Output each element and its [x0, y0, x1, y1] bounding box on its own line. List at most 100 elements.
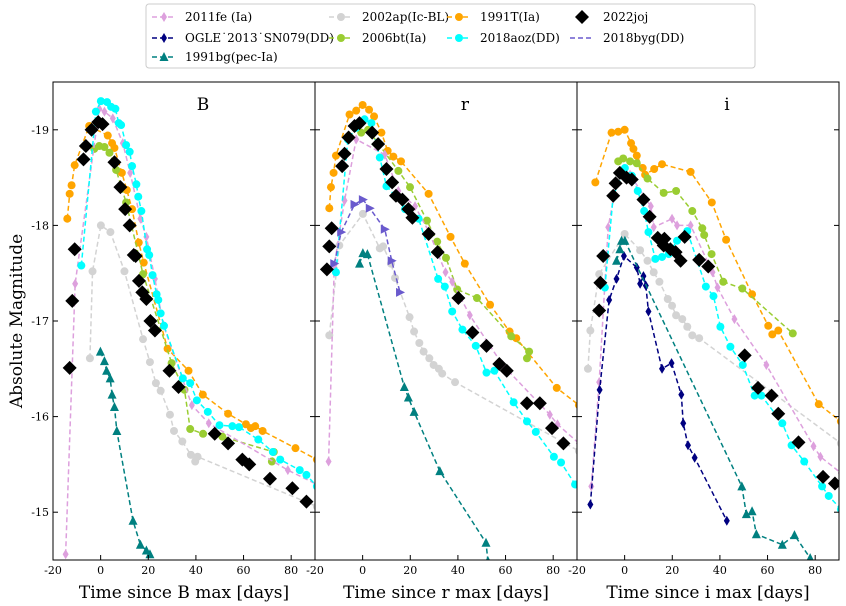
series-1991bg: [612, 235, 814, 560]
data-point-2018aoz: [122, 141, 131, 150]
data-point-1991T: [632, 151, 641, 160]
x-tick-label: 40: [189, 564, 203, 577]
panel-frame: [314, 81, 578, 561]
legend-label: 2018aoz(DD): [480, 31, 560, 45]
data-point-1991T: [110, 143, 119, 152]
data-point-2006bt: [507, 332, 516, 341]
data-point-2002ap: [85, 354, 94, 363]
data-point-1991T: [774, 326, 783, 335]
data-point-2011fe: [325, 456, 332, 467]
data-point-1991T: [352, 106, 361, 115]
series-2018aoz: [600, 164, 839, 513]
data-point-2018aoz: [235, 423, 244, 432]
data-point-OGLE: [684, 440, 691, 451]
data-point-2002ap: [672, 311, 681, 320]
data-point-2022joj: [499, 363, 514, 378]
panel-i: -20 0 20 40 60 80 i Time since i max [days]: [568, 81, 840, 603]
data-point-2011fe: [817, 451, 824, 462]
data-point-1991T: [707, 198, 716, 207]
data-point-2018byg: [380, 224, 390, 234]
data-point-2022joj: [492, 357, 507, 372]
data-point-1991T: [389, 152, 398, 161]
data-point-1991bg: [485, 555, 490, 560]
data-point-2011fe: [546, 409, 553, 420]
data-point-1991T: [424, 189, 433, 198]
data-point-2002ap: [425, 354, 434, 363]
legend-entry-2018byg: 2018byg(DD): [570, 31, 684, 45]
data-point-2022joj: [242, 457, 257, 472]
data-point-2011fe: [647, 201, 654, 212]
legend-entry-2018aoz: 2018aoz(DD): [447, 31, 560, 45]
data-point-1991T: [614, 127, 623, 136]
legend-marker: [455, 13, 463, 21]
data-point-2018aoz: [228, 422, 237, 431]
data-point-2022joj: [76, 152, 91, 167]
legend-label: 2022joj: [603, 10, 648, 24]
data-point-1991T: [65, 189, 74, 198]
data-point-OGLE: [606, 294, 613, 305]
series-2018aoz: [77, 97, 315, 490]
series-line-1991bg: [358, 252, 489, 560]
data-point-2022joj: [262, 471, 277, 486]
x-tick-label: 0: [621, 564, 628, 577]
data-point-2018aoz: [156, 309, 165, 318]
data-point-2022joj: [285, 481, 300, 496]
data-point-2002ap: [325, 331, 334, 340]
band-label: i: [724, 95, 730, 115]
data-point-2022joj: [324, 221, 339, 236]
data-point-2018aoz: [640, 207, 649, 216]
series-line-2018aoz: [80, 100, 315, 486]
data-point-2018aoz: [77, 261, 86, 270]
data-point-1991T: [251, 422, 260, 431]
data-point-2018aoz: [800, 457, 809, 466]
legend-marker: [337, 13, 345, 21]
data-point-2006bt: [643, 174, 652, 183]
data-point-2018byg: [337, 227, 347, 237]
series-1991bg: [355, 248, 491, 560]
series-line-1991T: [328, 103, 577, 405]
data-point-OGLE: [596, 384, 603, 395]
legend-label: 2018byg(DD): [603, 31, 684, 45]
data-point-2018byg: [350, 199, 360, 209]
data-point-2011fe: [101, 106, 108, 117]
data-point-2011fe: [466, 310, 473, 321]
legend-entry-2006bt: 2006bt(Ia): [329, 31, 426, 45]
data-point-2022joj: [118, 202, 133, 217]
data-point-2018aoz: [134, 192, 143, 201]
legend-marker: [159, 52, 169, 61]
data-point-2002ap: [156, 386, 165, 395]
data-point-2006bt: [422, 216, 431, 225]
data-point-2022joj: [107, 155, 122, 170]
data-point-2022joj: [771, 406, 786, 421]
data-point-1991T: [396, 157, 405, 166]
data-point-OGLE: [613, 273, 620, 284]
plot-area: [319, 100, 577, 560]
series-2018aoz: [331, 115, 577, 489]
data-point-2018aoz: [159, 321, 168, 330]
data-point-2018aoz: [824, 491, 833, 500]
series-line-2002ap: [587, 232, 839, 443]
x-tick-label: -20: [44, 564, 62, 577]
data-point-1991bg: [145, 549, 155, 559]
y-tick-label: -19: [31, 124, 49, 137]
x-tick-label: 40: [451, 564, 465, 577]
data-point-2018aoz: [148, 271, 157, 280]
data-point-2022joj: [143, 314, 158, 328]
data-point-2002ap: [643, 256, 652, 265]
data-point-2022joj: [341, 130, 356, 145]
data-point-2006bt: [186, 425, 195, 434]
legend-entry-OGLE: OGLE˙2013˙SN079(DD): [152, 31, 334, 45]
data-point-1991T: [768, 330, 777, 339]
data-point-1991bg: [355, 258, 365, 268]
data-point-2022joj: [139, 292, 154, 307]
data-point-2002ap: [106, 228, 115, 237]
data-point-OGLE: [668, 358, 675, 369]
data-point-2018aoz: [375, 153, 384, 162]
data-point-2022joj: [816, 469, 831, 484]
data-point-1991T: [67, 181, 76, 190]
data-point-2022joj: [636, 192, 651, 207]
data-point-2018aoz: [471, 341, 480, 350]
series-line-2006bt: [617, 157, 794, 334]
panel-B: -20 0 20 40 60 80 -19 -18 -17 -16 -15 B Time since B…: [31, 81, 316, 603]
